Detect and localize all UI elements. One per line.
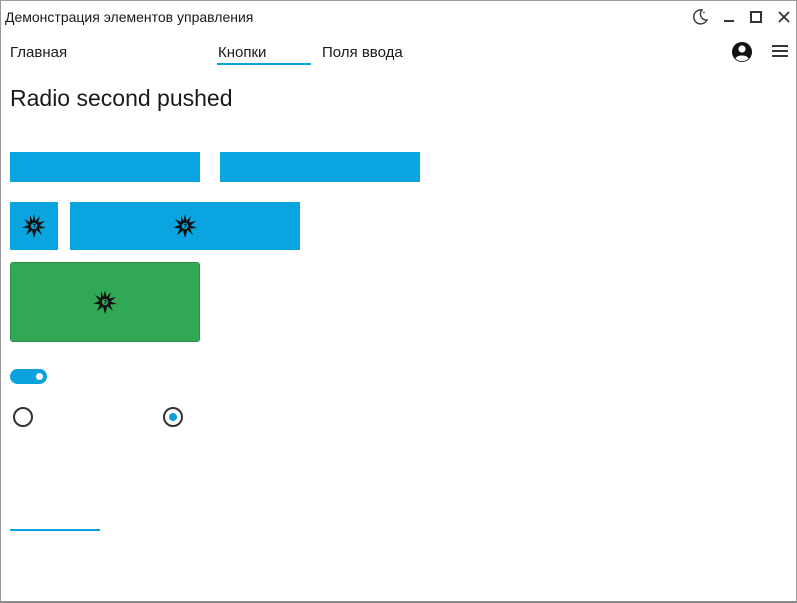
minimize-button[interactable] xyxy=(719,7,739,27)
title-bar: Демонстрация элементов управления xyxy=(1,1,796,33)
theme-toggle-button[interactable] xyxy=(690,7,710,27)
toggle-switch[interactable] xyxy=(10,369,47,384)
user-account-icon xyxy=(732,42,752,62)
tab-home[interactable]: Главная xyxy=(10,44,68,61)
burst-icon xyxy=(22,214,46,238)
blue-button-1[interactable] xyxy=(10,152,200,182)
radio-second[interactable] xyxy=(163,407,183,427)
tab-buttons[interactable]: Кнопки xyxy=(218,44,267,61)
close-button[interactable] xyxy=(774,7,794,27)
top-navigation: Главная Кнопки Поля ввода xyxy=(1,35,796,71)
radio-second-dot xyxy=(169,413,177,421)
small-icon-button[interactable] xyxy=(10,202,58,250)
green-icon-button[interactable] xyxy=(10,262,200,342)
tab-inputs[interactable]: Поля ввода xyxy=(322,44,403,61)
toggle-knob xyxy=(36,373,43,380)
wide-icon-button[interactable] xyxy=(70,202,300,250)
maximize-button[interactable] xyxy=(746,7,766,27)
maximize-icon xyxy=(750,11,762,23)
burst-icon xyxy=(173,214,197,238)
window-title: Демонстрация элементов управления xyxy=(5,9,254,25)
burst-icon xyxy=(93,290,117,314)
blue-button-2[interactable] xyxy=(220,152,420,182)
radio-first[interactable] xyxy=(13,407,33,427)
minimize-icon xyxy=(724,20,734,22)
account-button[interactable] xyxy=(730,40,754,64)
close-icon xyxy=(778,11,790,23)
hamburger-menu-icon xyxy=(772,45,788,57)
status-heading: Radio second pushed xyxy=(10,85,233,111)
text-field-underline[interactable] xyxy=(10,529,100,531)
menu-button[interactable] xyxy=(769,41,791,63)
moon-icon xyxy=(693,9,709,25)
active-tab-indicator xyxy=(217,63,311,65)
